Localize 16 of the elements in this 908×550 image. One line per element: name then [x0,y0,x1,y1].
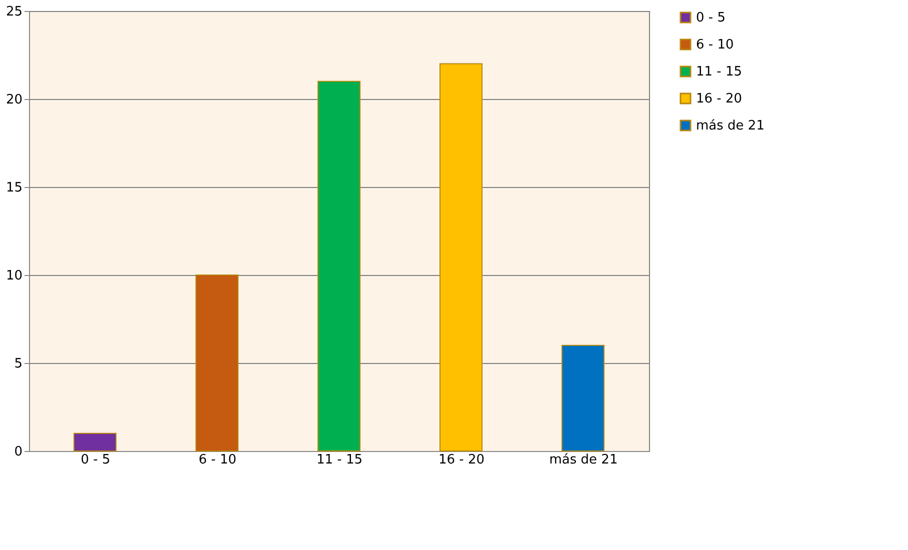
legend-label: 11 - 15 [696,64,742,80]
legend-label: 6 - 10 [696,38,734,52]
y-tick-label: 5 [14,356,22,372]
y-tick-label: 10 [6,268,22,284]
y-tick-label: 20 [6,92,22,108]
y-tick-label: 15 [6,180,22,196]
x-tick-label: 6 - 10 [198,452,236,468]
legend-label: más de 21 [696,118,764,134]
x-tick-label: 11 - 15 [316,452,363,468]
legend-label: 16 - 20 [696,92,742,106]
y-tick-label: 25 [6,4,22,20]
y-tick-label: 0 [14,444,22,460]
x-tick-label: 0 - 5 [80,452,110,468]
x-tick-label: 16 - 20 [438,452,485,468]
x-tick-label: más de 21 [549,452,618,468]
legend-label: 0 - 5 [696,10,726,26]
